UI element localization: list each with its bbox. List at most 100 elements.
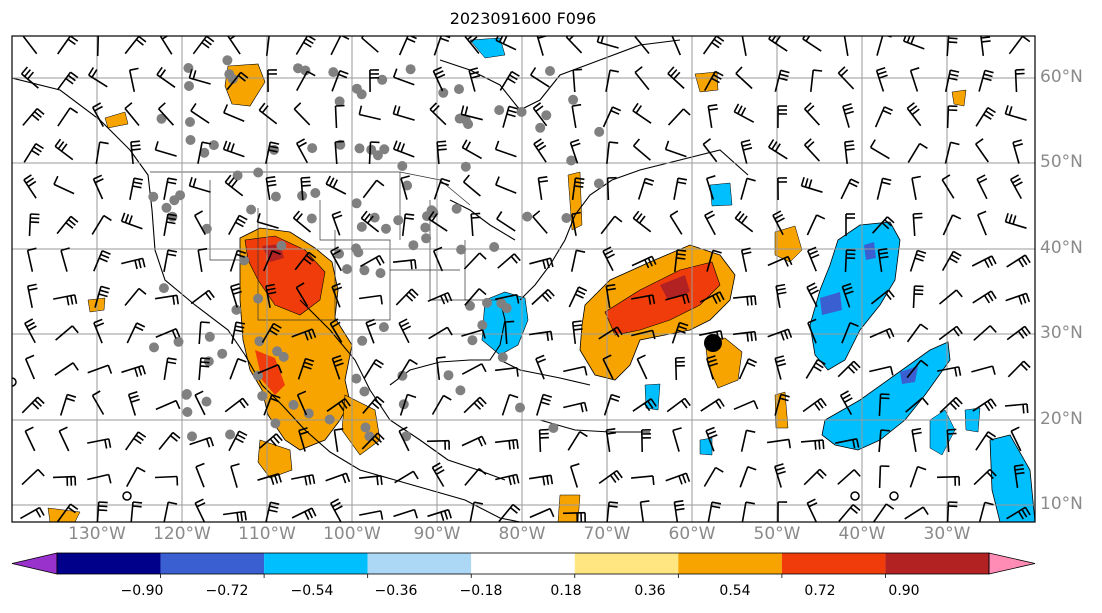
wind-barb [433, 177, 451, 200]
wind-barb [267, 69, 277, 93]
caribbean-positive-region [557, 494, 581, 522]
station-dot [257, 391, 268, 401]
station-dot [161, 202, 172, 213]
wind-barb [463, 252, 487, 270]
wind-barb [331, 210, 343, 236]
wind-barb [1006, 506, 1031, 520]
wind-barb [501, 393, 519, 416]
wind-barb [495, 366, 519, 377]
wind-barb [21, 468, 45, 486]
station-dot [182, 407, 193, 417]
wind-barb [60, 247, 70, 272]
wind-barb [528, 330, 553, 342]
pacific-south-positive-region [47, 507, 81, 522]
station-dot [522, 211, 533, 222]
wind-barb [598, 469, 623, 485]
wind-barb [125, 431, 147, 451]
wind-barb [127, 391, 140, 416]
wind-barb [536, 393, 553, 416]
wind-barb [431, 462, 445, 487]
wind-barb [571, 211, 581, 236]
wind-barb [972, 290, 997, 304]
wind-barb [705, 175, 716, 200]
wind-barb [806, 498, 818, 522]
wind-barb [293, 102, 311, 126]
station-dot [270, 191, 281, 202]
wind-barb [298, 427, 309, 452]
station-dot [545, 66, 555, 76]
wind-barb [1007, 360, 1031, 378]
wind-barb [632, 398, 657, 412]
wind-barb [874, 106, 893, 128]
wind-barb [631, 329, 656, 340]
wind-barb [222, 510, 247, 522]
station-dot [359, 265, 370, 276]
station-dot [379, 144, 390, 155]
wind-barb [839, 390, 853, 415]
wind-barb [231, 321, 246, 344]
wind-barb [806, 214, 826, 236]
colorbar-swatch [781, 553, 886, 574]
station-dot [489, 242, 500, 252]
wind-barb [24, 318, 37, 344]
colorbar-tick: −0.72 [205, 583, 249, 599]
wind-barb [130, 140, 141, 164]
wind-barb [665, 293, 690, 305]
wind-barb [944, 69, 960, 92]
colorbar-tick: −0.54 [290, 583, 334, 599]
wind-barb [120, 212, 143, 230]
wind-barb [942, 214, 962, 236]
wind-barb [502, 105, 518, 128]
colorbar-tick: 0.54 [719, 583, 751, 599]
wind-barb [265, 283, 277, 308]
wind-barb [936, 475, 961, 486]
wind-barb [190, 102, 210, 124]
wind-barb [768, 139, 788, 160]
station-dot [497, 352, 508, 363]
wind-barb [946, 36, 958, 57]
wind-barb [973, 325, 997, 341]
station-dot [328, 67, 339, 78]
wind-barb [569, 138, 581, 164]
wind-barb [877, 248, 889, 273]
wind-barb [428, 326, 453, 340]
wind-barb [944, 141, 960, 164]
colorbar-swatch [574, 553, 679, 574]
station-dot [463, 119, 474, 130]
wind-barb [365, 318, 377, 344]
station-dot [421, 233, 432, 244]
wind-barb [1006, 254, 1031, 268]
wind-barb [530, 67, 550, 88]
wind-barb [807, 318, 817, 344]
wind-barb [154, 141, 177, 157]
wind-barb [222, 140, 245, 158]
colorbar-swatch [471, 553, 575, 574]
wind-barb [392, 68, 415, 86]
station-dot [454, 84, 464, 95]
wind-barb [529, 257, 554, 270]
station-dot [477, 320, 488, 331]
wind-barb [295, 282, 309, 307]
wind-barb [537, 176, 549, 201]
tropical-positive-region [774, 391, 789, 429]
wind-barb [835, 438, 860, 449]
wind-barb [774, 393, 790, 416]
station-dot [568, 94, 579, 105]
station-dot [438, 87, 449, 98]
station-dot [535, 122, 546, 133]
station-dot [204, 331, 215, 342]
wind-barb [906, 102, 922, 127]
station-dot [381, 223, 391, 234]
station-dot [239, 255, 250, 266]
wind-barb [197, 141, 212, 164]
colorbar-swatch [160, 553, 265, 574]
station-dot [246, 204, 257, 215]
wind-barb [129, 177, 144, 200]
wind-barb [230, 283, 242, 308]
wind-barb [121, 257, 146, 270]
wind-barb [464, 467, 487, 486]
wind-barb [54, 138, 74, 161]
station-dot [351, 373, 362, 384]
caribbean-negative-region-2 [699, 437, 713, 456]
